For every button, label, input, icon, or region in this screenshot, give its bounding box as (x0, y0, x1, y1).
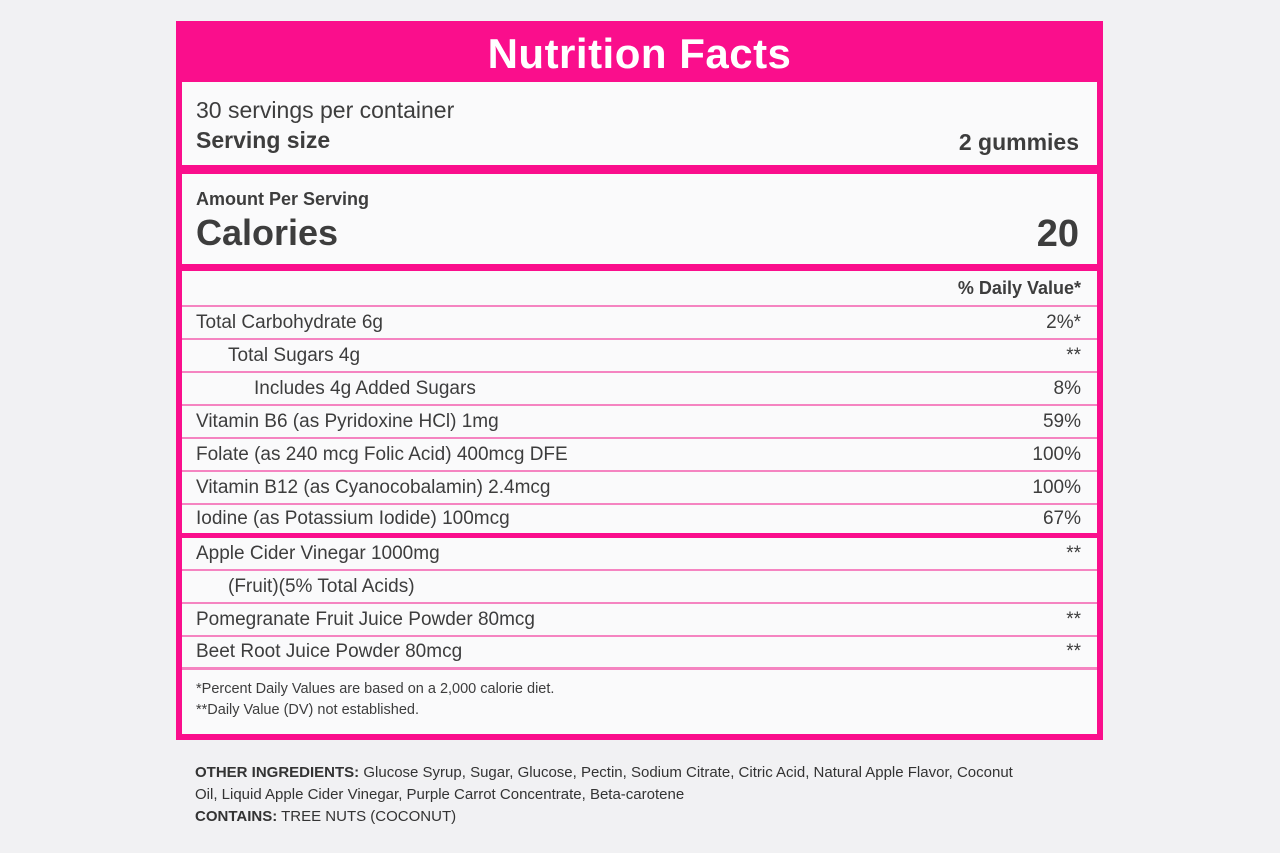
nutrient-value: ** (1066, 542, 1081, 564)
calories-row: Calories 20 (196, 211, 1079, 255)
serving-size-label: Serving size (196, 127, 331, 153)
thick-separator (182, 165, 1097, 174)
nutrient-value: 59% (1042, 410, 1081, 432)
nutrient-row: Includes 4g Added Sugars 8% (182, 373, 1097, 406)
nutrient-row: Iodine (as Potassium Iodide) 100mcg 67% (182, 505, 1097, 538)
nutrient-row: Pomegranate Fruit Juice Powder 80mcg ** (182, 604, 1097, 637)
contains-label: CONTAINS: (195, 808, 278, 825)
nutrient-row: Total Sugars 4g ** (182, 340, 1097, 373)
nutrient-value: 8% (1053, 377, 1081, 399)
footnotes: *Percent Daily Values are based on a 2,0… (182, 670, 1097, 734)
amount-section: Amount Per Serving Calories 20 (182, 174, 1097, 264)
nutrient-row: Beet Root Juice Powder 80mcg ** (182, 637, 1097, 670)
nutrient-value: ** (1066, 608, 1081, 630)
footnote-percent-dv: *Percent Daily Values are based on a 2,0… (196, 681, 555, 697)
nutrient-name: Total Carbohydrate 6g (196, 311, 383, 333)
nutrient-value: 100% (1032, 443, 1081, 465)
daily-value-header: % Daily Value* (182, 271, 1097, 307)
nutrient-name: Beet Root Juice Powder 80mcg (196, 641, 463, 662)
serving-size-row: Serving size 2 gummies (196, 125, 1079, 155)
nutrient-row: Folate (as 240 mcg Folic Acid) 400mcg DF… (182, 439, 1097, 472)
nutrient-name: Pomegranate Fruit Juice Powder 80mcg (196, 608, 535, 630)
nutrient-value: ** (1066, 641, 1081, 662)
calories-label: Calories (196, 212, 339, 253)
nutrient-name: Includes 4g Added Sugars (254, 377, 476, 399)
other-ingredients-label: OTHER INGREDIENTS: (195, 764, 360, 781)
nutrient-name: Vitamin B6 (as Pyridoxine HCl) 1mg (196, 410, 499, 432)
amount-per-serving-label: Amount Per Serving (196, 189, 370, 209)
contains-text: TREE NUTS (COCONUT) (277, 808, 457, 825)
nutrient-name: Folate (as 240 mcg Folic Acid) 400mcg DF… (196, 443, 568, 465)
nutrient-row: Vitamin B12 (as Cyanocobalamin) 2.4mcg 1… (182, 472, 1097, 505)
nutrient-name: Vitamin B12 (as Cyanocobalamin) 2.4mcg (196, 476, 551, 498)
nutrient-value: 2%* (1046, 311, 1081, 333)
serving-section: 30 servings per container Serving size 2… (182, 81, 1097, 165)
calories-value: 20 (1036, 213, 1079, 255)
ingredients-block: OTHER INGREDIENTS: Glucose Syrup, Sugar,… (195, 762, 1027, 828)
serving-size-value: 2 gummies (958, 129, 1079, 155)
nutrient-name: (Fruit)(5% Total Acids) (228, 575, 415, 597)
label-header: Nutrition Facts (181, 26, 1098, 82)
nutrient-name: Total Sugars 4g (228, 344, 361, 366)
other-ingredients-text: Glucose Syrup, Sugar, Glucose, Pectin, S… (195, 764, 1013, 803)
nutrient-value: ** (1066, 344, 1081, 366)
servings-per-container: 30 servings per container (196, 97, 455, 123)
nutrition-label: Nutrition Facts 30 servings per containe… (176, 21, 1103, 740)
nutrient-name: Iodine (as Potassium Iodide) 100mcg (196, 508, 510, 529)
nutrient-row: Vitamin B6 (as Pyridoxine HCl) 1mg 59% (182, 406, 1097, 439)
thick-separator (182, 264, 1097, 271)
nutrient-row: Total Carbohydrate 6g 2%* (182, 307, 1097, 340)
nutrient-value: 67% (1042, 508, 1081, 529)
nutrient-value: 100% (1032, 476, 1081, 498)
nutrient-row: (Fruit)(5% Total Acids) (182, 571, 1097, 604)
footnote-dv-not-established: **Daily Value (DV) not established. (196, 702, 419, 718)
nutrient-name: Apple Cider Vinegar 1000mg (196, 542, 440, 564)
nutrient-row: Apple Cider Vinegar 1000mg ** (182, 538, 1097, 571)
label-title: Nutrition Facts (487, 30, 792, 77)
